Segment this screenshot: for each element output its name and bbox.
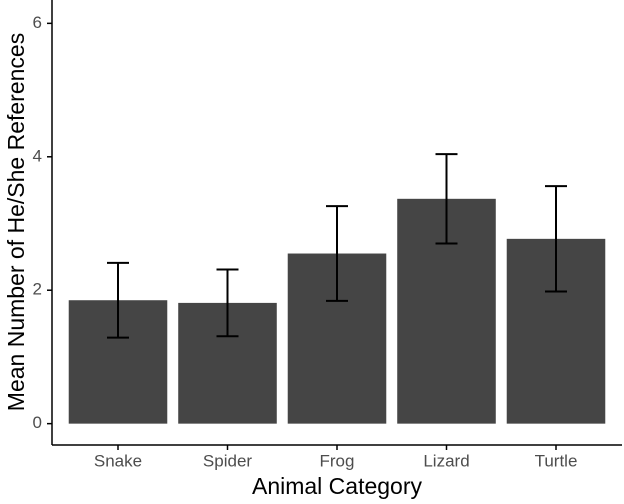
y-tick-label: 6 bbox=[33, 13, 42, 32]
x-tick-label: Frog bbox=[320, 451, 355, 470]
x-tick-label: Lizard bbox=[423, 451, 469, 470]
y-tick-label: 4 bbox=[33, 146, 42, 165]
y-tick-label: 2 bbox=[33, 280, 42, 299]
y-tick-label: 0 bbox=[33, 413, 42, 432]
x-axis-title: Animal Category bbox=[252, 473, 423, 499]
x-tick-label: Snake bbox=[94, 451, 142, 470]
x-tick-label: Turtle bbox=[535, 451, 578, 470]
x-tick-label: Spider bbox=[203, 451, 252, 470]
y-axis-title: Mean Number of He/She References bbox=[3, 33, 29, 411]
